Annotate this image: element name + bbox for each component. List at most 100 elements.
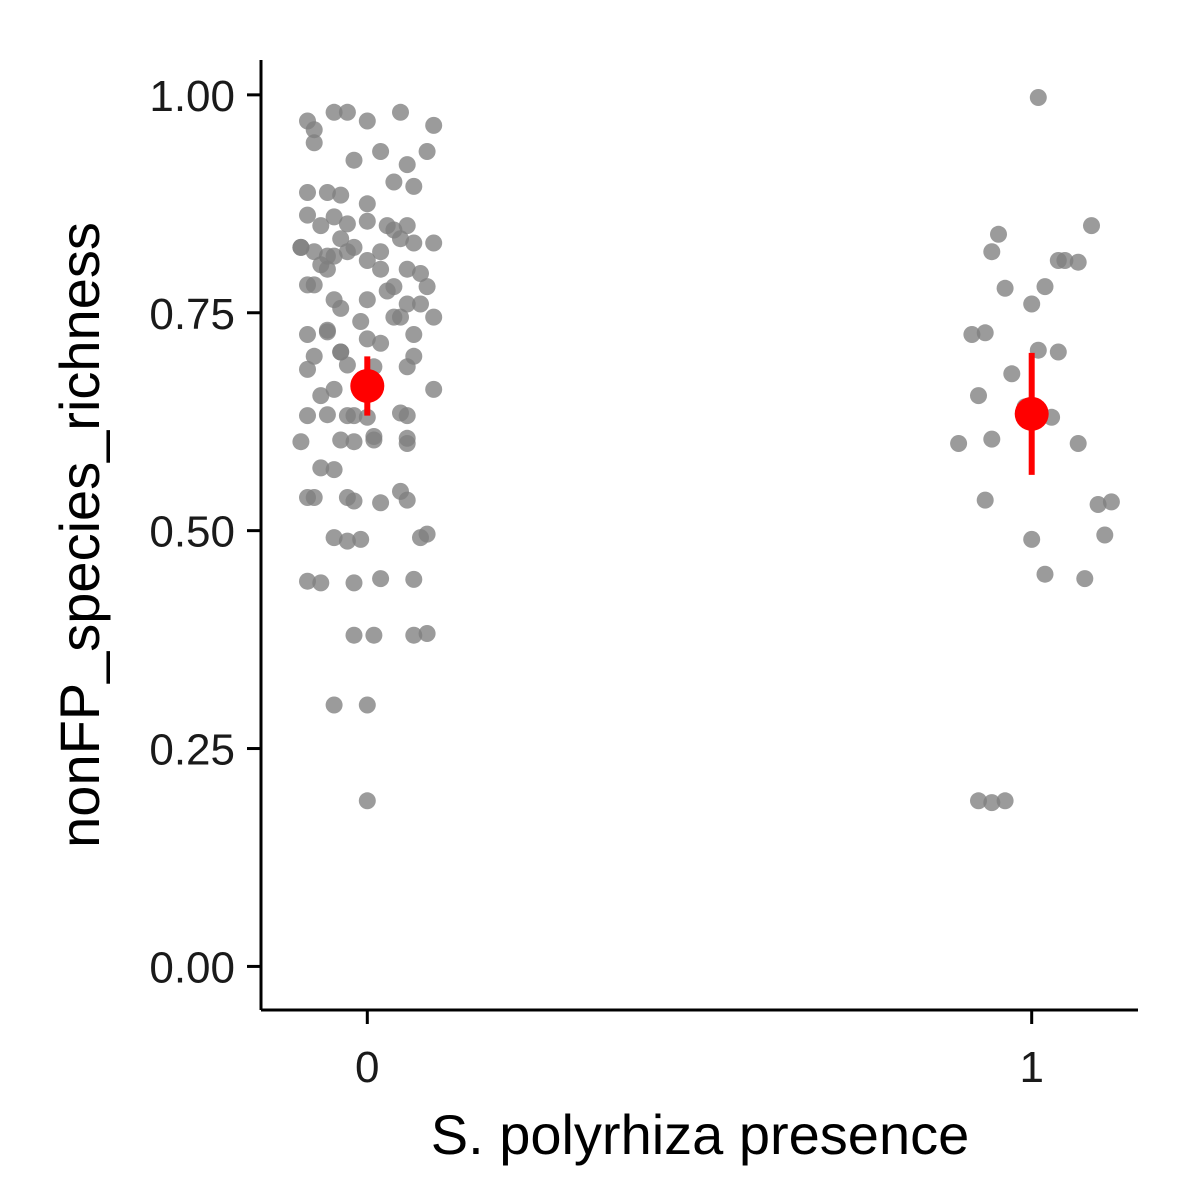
- data-point: [425, 308, 443, 326]
- data-point: [358, 330, 376, 348]
- data-point: [405, 626, 423, 644]
- data-point: [372, 243, 390, 261]
- data-point: [312, 459, 330, 477]
- data-point: [1003, 365, 1021, 383]
- data-point: [345, 151, 363, 169]
- data-point: [292, 238, 310, 256]
- x-tick-label: 0: [355, 1043, 379, 1092]
- data-point: [305, 121, 323, 139]
- data-point: [1083, 217, 1100, 235]
- data-point: [1076, 570, 1094, 588]
- data-point: [398, 429, 416, 447]
- x-tick-label: 1: [1019, 1043, 1043, 1092]
- data-point: [983, 430, 1001, 448]
- data-point: [358, 195, 376, 213]
- data-point: [299, 276, 316, 294]
- data-point: [372, 494, 390, 512]
- data-point: [425, 234, 443, 252]
- data-point: [970, 387, 987, 405]
- data-point: [1069, 435, 1087, 452]
- data-point: [398, 156, 416, 174]
- data-point: [312, 387, 330, 405]
- data-point: [365, 626, 383, 644]
- data-point: [358, 408, 376, 426]
- data-point: [1102, 493, 1120, 511]
- data-point: [332, 230, 350, 248]
- data-point: [372, 334, 390, 352]
- data-point: [325, 380, 343, 398]
- data-point: [372, 143, 390, 160]
- data-point: [358, 252, 376, 269]
- data-point: [312, 217, 330, 235]
- y-tick-label: 0.50: [149, 508, 235, 557]
- data-point: [358, 212, 376, 230]
- data-point: [398, 358, 416, 376]
- data-point: [312, 574, 330, 592]
- data-point: [392, 482, 409, 500]
- data-point: [405, 326, 423, 343]
- data-point: [299, 360, 316, 378]
- data-point: [338, 243, 356, 261]
- data-point: [405, 177, 423, 195]
- data-point: [996, 792, 1014, 810]
- data-point: [372, 570, 390, 588]
- data-point: [318, 323, 336, 341]
- y-tick-label: 0.00: [149, 943, 235, 992]
- data-point: [345, 626, 363, 644]
- data-point: [372, 260, 390, 278]
- data-point: [1089, 496, 1107, 513]
- data-point: [418, 278, 436, 296]
- summary-layer: [350, 352, 1049, 475]
- data-point: [305, 134, 323, 152]
- data-point: [398, 217, 416, 235]
- data-point: [405, 234, 423, 252]
- data-point: [338, 532, 356, 550]
- data-point: [1023, 295, 1041, 313]
- data-point: [318, 406, 336, 424]
- data-point: [332, 431, 350, 449]
- data-point: [305, 347, 323, 365]
- data-point: [385, 173, 403, 191]
- data-point: [332, 186, 350, 204]
- data-point: [358, 112, 376, 130]
- data-point: [325, 247, 343, 265]
- data-point: [1096, 526, 1114, 544]
- data-point: [365, 431, 383, 449]
- data-point: [299, 572, 316, 590]
- data-point: [358, 696, 376, 714]
- data-point: [405, 570, 423, 588]
- data-point: [392, 308, 409, 326]
- data-point: [1036, 278, 1054, 296]
- data-point: [398, 407, 416, 425]
- axes-layer: [259, 60, 1138, 1012]
- data-point: [305, 243, 323, 261]
- points-layer: [292, 89, 1120, 812]
- data-point: [299, 407, 316, 425]
- data-point: [325, 208, 343, 226]
- data-point: [983, 794, 1001, 812]
- data-point: [378, 217, 396, 235]
- mean-point: [1014, 396, 1049, 431]
- y-axis-title: nonFP_species_richness: [48, 222, 111, 848]
- data-point: [1069, 253, 1087, 271]
- data-point: [418, 143, 436, 160]
- y-ticks: 0.00 0.25 0.50 0.75 1.00: [149, 72, 261, 992]
- data-point: [345, 574, 363, 592]
- data-point: [332, 299, 350, 317]
- data-point: [358, 792, 376, 810]
- data-point: [345, 492, 363, 510]
- data-point: [378, 282, 396, 300]
- data-point: [358, 291, 376, 309]
- data-point: [352, 313, 370, 330]
- data-point: [1023, 530, 1041, 548]
- y-tick-label: 0.75: [149, 290, 235, 339]
- data-point: [990, 225, 1007, 243]
- data-point: [332, 343, 350, 361]
- data-point: [345, 433, 363, 451]
- data-point: [345, 407, 363, 425]
- data-point: [963, 326, 981, 343]
- data-point: [325, 461, 343, 479]
- data-point: [412, 295, 429, 313]
- data-point: [976, 491, 994, 509]
